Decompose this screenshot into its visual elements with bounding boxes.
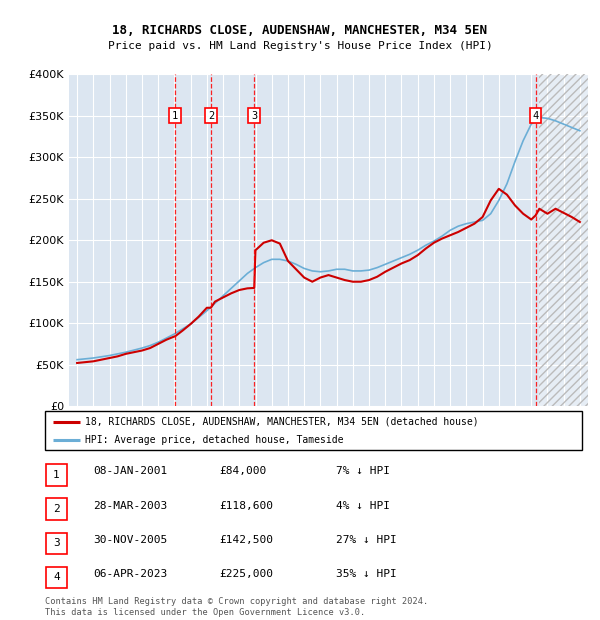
Text: 18, RICHARDS CLOSE, AUDENSHAW, MANCHESTER, M34 5EN (detached house): 18, RICHARDS CLOSE, AUDENSHAW, MANCHESTE… bbox=[85, 417, 479, 427]
Text: £84,000: £84,000 bbox=[219, 466, 266, 476]
Text: Contains HM Land Registry data © Crown copyright and database right 2024.
This d: Contains HM Land Registry data © Crown c… bbox=[45, 598, 428, 617]
Text: 2: 2 bbox=[53, 504, 60, 514]
Text: 1: 1 bbox=[53, 470, 60, 480]
Text: 7% ↓ HPI: 7% ↓ HPI bbox=[336, 466, 390, 476]
Text: 28-MAR-2003: 28-MAR-2003 bbox=[93, 500, 167, 510]
Text: 18, RICHARDS CLOSE, AUDENSHAW, MANCHESTER, M34 5EN: 18, RICHARDS CLOSE, AUDENSHAW, MANCHESTE… bbox=[113, 24, 487, 37]
Text: 30-NOV-2005: 30-NOV-2005 bbox=[93, 534, 167, 544]
FancyBboxPatch shape bbox=[46, 498, 67, 520]
Text: 3: 3 bbox=[251, 111, 257, 121]
Text: 35% ↓ HPI: 35% ↓ HPI bbox=[336, 569, 397, 578]
Text: 06-APR-2023: 06-APR-2023 bbox=[93, 569, 167, 578]
Text: 3: 3 bbox=[53, 538, 60, 548]
Text: £118,600: £118,600 bbox=[219, 500, 273, 510]
Text: HPI: Average price, detached house, Tameside: HPI: Average price, detached house, Tame… bbox=[85, 435, 344, 445]
FancyBboxPatch shape bbox=[46, 464, 67, 485]
Text: 4: 4 bbox=[53, 572, 60, 582]
Text: Price paid vs. HM Land Registry's House Price Index (HPI): Price paid vs. HM Land Registry's House … bbox=[107, 41, 493, 51]
FancyBboxPatch shape bbox=[46, 567, 67, 588]
Text: £142,500: £142,500 bbox=[219, 534, 273, 544]
FancyBboxPatch shape bbox=[46, 533, 67, 554]
Text: 4: 4 bbox=[532, 111, 539, 121]
Text: £225,000: £225,000 bbox=[219, 569, 273, 578]
Text: 4% ↓ HPI: 4% ↓ HPI bbox=[336, 500, 390, 510]
Text: 27% ↓ HPI: 27% ↓ HPI bbox=[336, 534, 397, 544]
Text: 08-JAN-2001: 08-JAN-2001 bbox=[93, 466, 167, 476]
Text: 1: 1 bbox=[172, 111, 178, 121]
Text: 2: 2 bbox=[208, 111, 214, 121]
